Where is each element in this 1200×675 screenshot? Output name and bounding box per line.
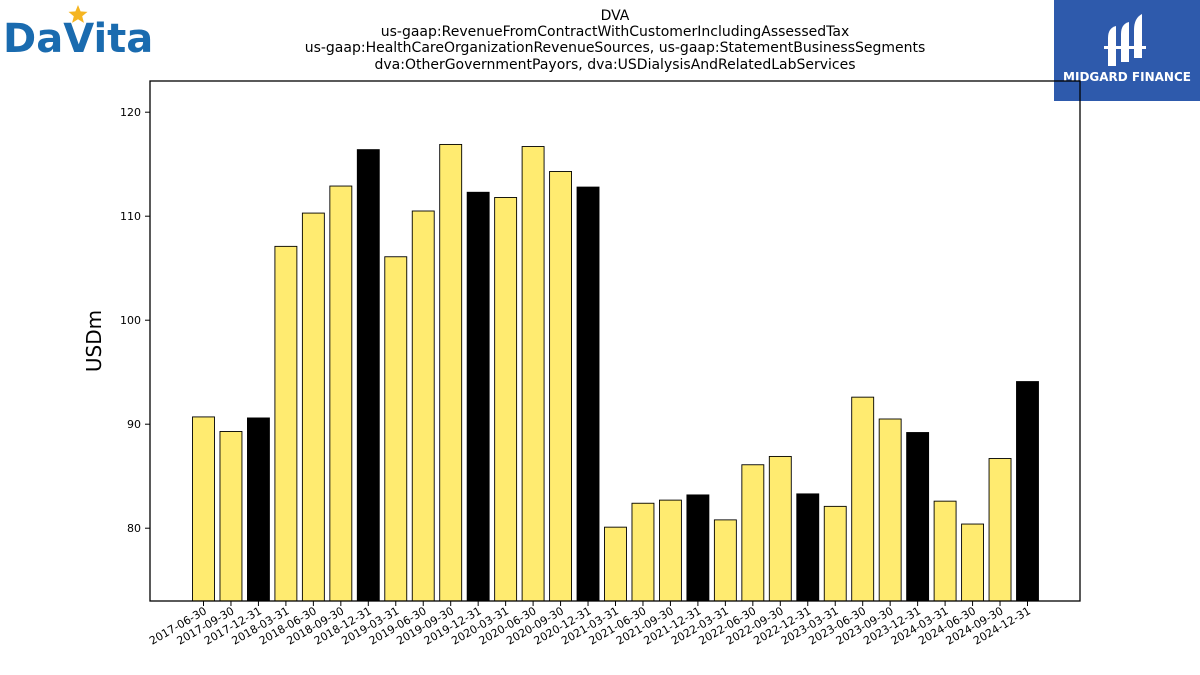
chart-subtitle-line-2: us-gaap:HealthCareOrganizationRevenueSou… <box>305 40 926 56</box>
midgard-logo-text: MIDGARD FINANCE <box>1063 70 1191 84</box>
chart-title: DVA <box>601 8 630 24</box>
y-tick-label: 90 <box>127 418 141 431</box>
bar-2022-06-30 <box>741 464 765 602</box>
chart-subtitle-line-3: dva:OtherGovernmentPayors, dva:USDialysi… <box>374 57 855 73</box>
bar-2018-09-30 <box>329 185 353 602</box>
star-icon <box>68 5 88 23</box>
bar-2022-09-30 <box>768 455 792 602</box>
davita-logo-text: DaVita <box>3 16 153 62</box>
midgard-emblem-icon <box>1104 14 1146 66</box>
midgard-finance-logo: MIDGARD FINANCE <box>1054 0 1200 101</box>
bar-2019-06-30 <box>411 210 435 602</box>
bar-2021-09-30 <box>659 499 682 602</box>
bar-2024-09-30 <box>988 458 1012 602</box>
y-tick-label: 100 <box>120 314 141 327</box>
bar-2021-03-31 <box>604 526 627 602</box>
y-axis-ticks: 80 90 100 110 120 <box>120 106 150 535</box>
bar-2023-03-31 <box>823 505 847 602</box>
y-tick-label: 110 <box>120 210 141 223</box>
bar-2017-12-31 <box>246 417 270 602</box>
bar-2024-06-30 <box>961 523 985 602</box>
bar-2019-03-31 <box>384 256 408 602</box>
bar-2021-06-30 <box>631 502 655 602</box>
bar-2017-06-30 <box>192 416 215 602</box>
x-axis-ticks: 2017-06-302017-09-302017-12-312018-03-31… <box>147 601 1033 648</box>
bar-2020-09-30 <box>549 171 573 602</box>
bar-2022-03-31 <box>713 519 737 602</box>
bar-2019-12-31 <box>466 191 490 602</box>
bar-2023-12-31 <box>906 432 930 602</box>
y-tick-label: 80 <box>127 522 141 535</box>
bar-2021-12-31 <box>686 494 710 602</box>
bar-2024-12-31 <box>1016 381 1039 602</box>
plot-frame <box>149 80 1081 602</box>
bar-2017-09-30 <box>219 431 243 602</box>
bars <box>192 143 1039 602</box>
bar-2018-06-30 <box>301 212 325 602</box>
y-tick-label: 120 <box>120 106 141 119</box>
bar-2023-09-30 <box>878 418 902 602</box>
bar-2018-03-31 <box>274 245 298 602</box>
bar-2018-12-31 <box>356 149 380 602</box>
bar-2024-03-31 <box>933 500 957 602</box>
davita-logo: DaVita <box>3 5 153 62</box>
bar-2020-12-31 <box>576 186 600 602</box>
y-axis-label: USDm <box>82 310 106 372</box>
bar-2020-03-31 <box>494 197 518 602</box>
bar-2022-12-31 <box>796 493 820 602</box>
chart-titles: DVA us-gaap:RevenueFromContractWithCusto… <box>305 8 926 73</box>
bar-2023-06-30 <box>851 396 875 602</box>
bar-2020-06-30 <box>521 146 545 602</box>
bar-2019-09-30 <box>439 143 463 602</box>
chart-subtitle-line-1: us-gaap:RevenueFromContractWithCustomerI… <box>381 24 850 40</box>
